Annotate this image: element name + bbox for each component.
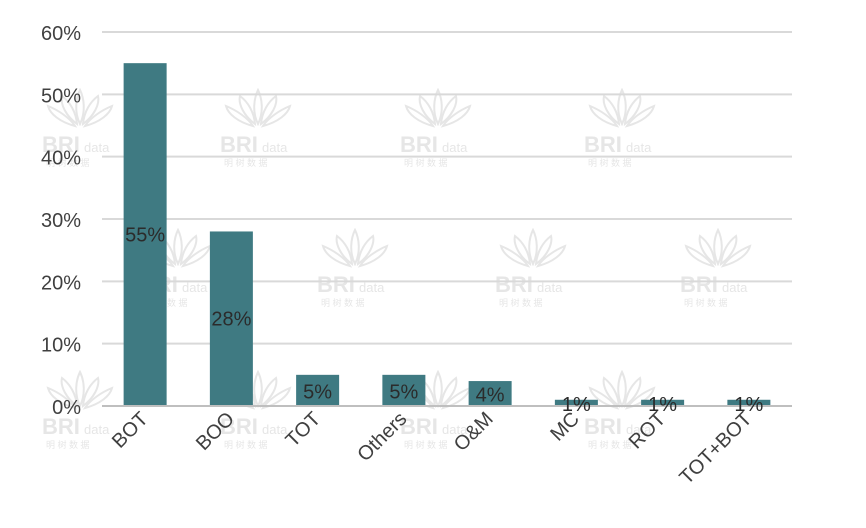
bar	[554, 399, 598, 406]
watermark-suffix: data	[626, 422, 652, 437]
watermark-sub: 明 树 数 据	[684, 297, 728, 308]
watermark-brand: BRI	[220, 414, 258, 439]
watermark-sub: 明 树 数 据	[588, 157, 632, 168]
bar	[296, 374, 340, 406]
watermark-brand: BRI	[584, 414, 622, 439]
watermark-logo: BRI data 明 树 数 据	[42, 87, 114, 168]
y-tick-label: 50%	[41, 85, 81, 107]
bar	[727, 399, 771, 406]
bar	[123, 63, 167, 407]
y-tick-label: 40%	[41, 148, 81, 170]
x-tick-label: TOT	[282, 408, 326, 452]
data-label: 1%	[648, 394, 677, 416]
watermark-suffix: data	[442, 140, 468, 155]
watermark-logo: BRI data 明 树 数 据	[42, 369, 114, 450]
watermark-sub: 明 树 数 据	[499, 297, 543, 308]
watermark-logo: BRI data 明 树 数 据	[220, 369, 292, 450]
data-label: 5%	[389, 381, 418, 403]
watermark-sub: 明 树 数 据	[404, 157, 448, 168]
watermark-suffix: data	[626, 140, 652, 155]
watermark-sub: 明 树 数 据	[224, 439, 268, 450]
watermark-brand: BRI	[400, 132, 438, 157]
y-tick-label: 20%	[41, 272, 81, 294]
watermark-suffix: data	[84, 422, 110, 437]
watermark-brand: BRI	[220, 132, 258, 157]
watermark-brand: BRI	[42, 132, 80, 157]
watermark-suffix: data	[262, 140, 288, 155]
watermark-logo: BRI data 明 树 数 据	[495, 227, 567, 308]
watermark-logo: BRI data 明 树 数 据	[220, 87, 292, 168]
data-label: 55%	[125, 225, 165, 247]
x-tick-label: BOT	[108, 408, 153, 453]
x-tick-label: O&M	[450, 408, 498, 456]
watermark-suffix: data	[84, 140, 110, 155]
watermark-suffix: data	[722, 280, 748, 295]
bars	[123, 63, 771, 407]
watermark-suffix: data	[182, 280, 208, 295]
bar	[382, 374, 426, 406]
watermark-brand: BRI	[680, 272, 718, 297]
y-tick-label: 30%	[41, 210, 81, 232]
watermark-brand: BRI	[42, 414, 80, 439]
x-tick-label: TOT+BOT	[676, 408, 757, 489]
data-label: 5%	[303, 381, 332, 403]
watermark-sub: 明 树 数 据	[224, 157, 268, 168]
data-label: 1%	[562, 394, 591, 416]
bar	[468, 381, 512, 406]
watermark-logo: BRI data 明 树 数 据	[584, 369, 656, 450]
watermark-brand: BRI	[317, 272, 355, 297]
watermark-sub: 明 树 数 据	[321, 297, 365, 308]
watermark-sub: 明 树 数 据	[46, 439, 90, 450]
watermark-brand: BRI	[400, 414, 438, 439]
y-tick-label: 0%	[52, 397, 81, 419]
watermark-sub: 明 树 数 据	[46, 157, 90, 168]
watermark-sub: 明 树 数 据	[588, 439, 632, 450]
data-labels: 55% 28% 5% 5% 4% 1% 1% 1%	[125, 225, 763, 416]
watermark-logo: BRI data 明 树 数 据	[317, 227, 389, 308]
watermark-brand: BRI	[584, 132, 622, 157]
y-tick-label: 10%	[41, 335, 81, 357]
data-label: 4%	[476, 385, 505, 407]
bar	[209, 231, 253, 406]
watermark-suffix: data	[262, 422, 288, 437]
watermark-suffix: data	[537, 280, 563, 295]
bar	[641, 399, 685, 406]
watermark-logo: BRI data 明 树 数 据	[400, 87, 472, 168]
watermark-logo: BRI data 明 树 数 据	[584, 87, 656, 168]
watermark-sub: 明 树 数 据	[404, 439, 448, 450]
watermark-brand: BRI	[495, 272, 533, 297]
watermark-suffix: data	[359, 280, 385, 295]
data-label: 1%	[734, 394, 763, 416]
watermark-suffix: data	[442, 422, 468, 437]
data-label: 28%	[211, 309, 251, 331]
watermark-logo: BRI data 明 树 数 据	[680, 227, 752, 308]
y-tick-label: 60%	[41, 23, 81, 45]
